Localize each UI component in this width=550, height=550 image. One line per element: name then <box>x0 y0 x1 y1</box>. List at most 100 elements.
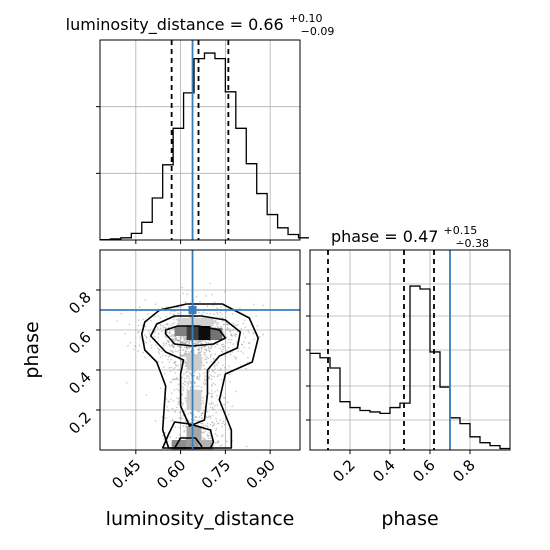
sample-point <box>212 304 215 307</box>
y-tick-label: 0.6 <box>65 328 95 358</box>
sample-point <box>222 323 225 326</box>
sample-point <box>217 361 220 364</box>
sample-point <box>181 385 184 388</box>
sample-point <box>174 361 177 363</box>
sample-point <box>190 382 192 385</box>
sample-point <box>188 339 191 342</box>
sample-point <box>163 344 165 346</box>
sample-point <box>157 351 160 353</box>
sample-point <box>223 366 226 369</box>
sample-point <box>206 312 208 315</box>
sample-point <box>202 411 204 414</box>
sample-point <box>148 332 151 335</box>
sample-point <box>186 293 188 296</box>
sample-point <box>222 317 224 319</box>
sample-point <box>139 336 141 339</box>
sample-point <box>196 378 199 380</box>
sample-point <box>178 411 181 414</box>
sample-point <box>194 340 197 343</box>
sample-point <box>235 324 238 327</box>
sample-point <box>189 346 191 349</box>
sample-point <box>244 326 247 329</box>
sample-point <box>163 373 166 375</box>
sample-point <box>157 347 159 350</box>
sample-point <box>198 349 200 351</box>
sample-point <box>189 411 192 414</box>
sample-point <box>253 332 255 335</box>
sample-point <box>165 323 168 326</box>
sample-point <box>185 380 187 383</box>
sample-point <box>165 398 168 400</box>
sample-point <box>262 333 264 336</box>
sample-point <box>170 324 172 327</box>
sample-point <box>209 282 211 285</box>
sample-point <box>220 409 222 411</box>
sample-point <box>193 374 196 377</box>
joint-2d-panel: 0.45 0.60 0.75 0.90 0.2 0.4 0.6 0.8 luminosity… <box>21 249 301 530</box>
sample-point <box>203 364 206 367</box>
sample-point <box>172 323 174 325</box>
sample-point <box>180 416 183 419</box>
sample-point <box>211 385 214 387</box>
sample-point <box>168 331 171 334</box>
sample-point <box>168 361 171 363</box>
sample-point <box>184 355 186 357</box>
sample-point <box>201 345 203 348</box>
sample-point <box>243 346 245 348</box>
sample-point <box>221 434 224 437</box>
sample-point <box>202 399 204 402</box>
sample-point <box>208 350 211 353</box>
y-tick-marks <box>96 106 100 174</box>
sample-point <box>127 345 129 347</box>
sample-point <box>186 385 189 388</box>
sample-point <box>242 322 245 325</box>
sample-point <box>232 343 235 345</box>
sample-point <box>234 333 237 335</box>
sample-point <box>154 315 156 318</box>
sample-point <box>186 377 188 379</box>
sample-point <box>162 366 165 368</box>
sample-point <box>169 436 171 438</box>
grid-lines <box>100 250 300 450</box>
sample-point <box>206 361 208 364</box>
sample-point <box>209 423 212 426</box>
sample-point <box>198 416 201 418</box>
sample-point <box>170 366 173 369</box>
sample-point <box>153 335 156 338</box>
sample-point <box>177 397 180 400</box>
sample-point <box>243 319 246 321</box>
sample-point <box>183 430 185 433</box>
sample-point <box>216 307 218 309</box>
sample-point <box>256 325 259 327</box>
sample-point <box>223 345 226 348</box>
sample-point <box>162 326 165 329</box>
sample-point <box>216 326 219 328</box>
sample-point <box>200 414 203 417</box>
sample-point <box>163 438 165 441</box>
sample-point <box>214 368 216 370</box>
density-2d-cells <box>171 318 223 450</box>
phase-histogram-panel: 0.2 0.4 0.6 0.8 phase = 0.47 +0.15 ∸0.38 ph… <box>306 224 511 530</box>
sample-point <box>204 379 206 382</box>
sample-point <box>168 332 171 335</box>
sample-point <box>171 378 174 381</box>
sample-point <box>219 347 222 350</box>
y-tick-label: 0.8 <box>65 288 95 318</box>
sample-point <box>145 394 148 396</box>
sample-point <box>141 324 143 326</box>
sample-point <box>182 425 185 427</box>
sample-point <box>186 347 189 349</box>
sample-point <box>165 306 168 308</box>
sample-point <box>215 420 218 423</box>
sample-point <box>206 305 209 308</box>
quantile-lines <box>327 250 435 450</box>
sample-point <box>189 387 192 390</box>
sample-point <box>143 340 146 343</box>
sample-point <box>221 444 223 447</box>
sample-point <box>221 350 224 353</box>
sample-point <box>195 415 198 418</box>
sample-point <box>237 350 239 353</box>
sample-point <box>178 353 181 356</box>
sample-point <box>222 420 225 423</box>
x-tick-label: 0.75 <box>198 456 234 492</box>
